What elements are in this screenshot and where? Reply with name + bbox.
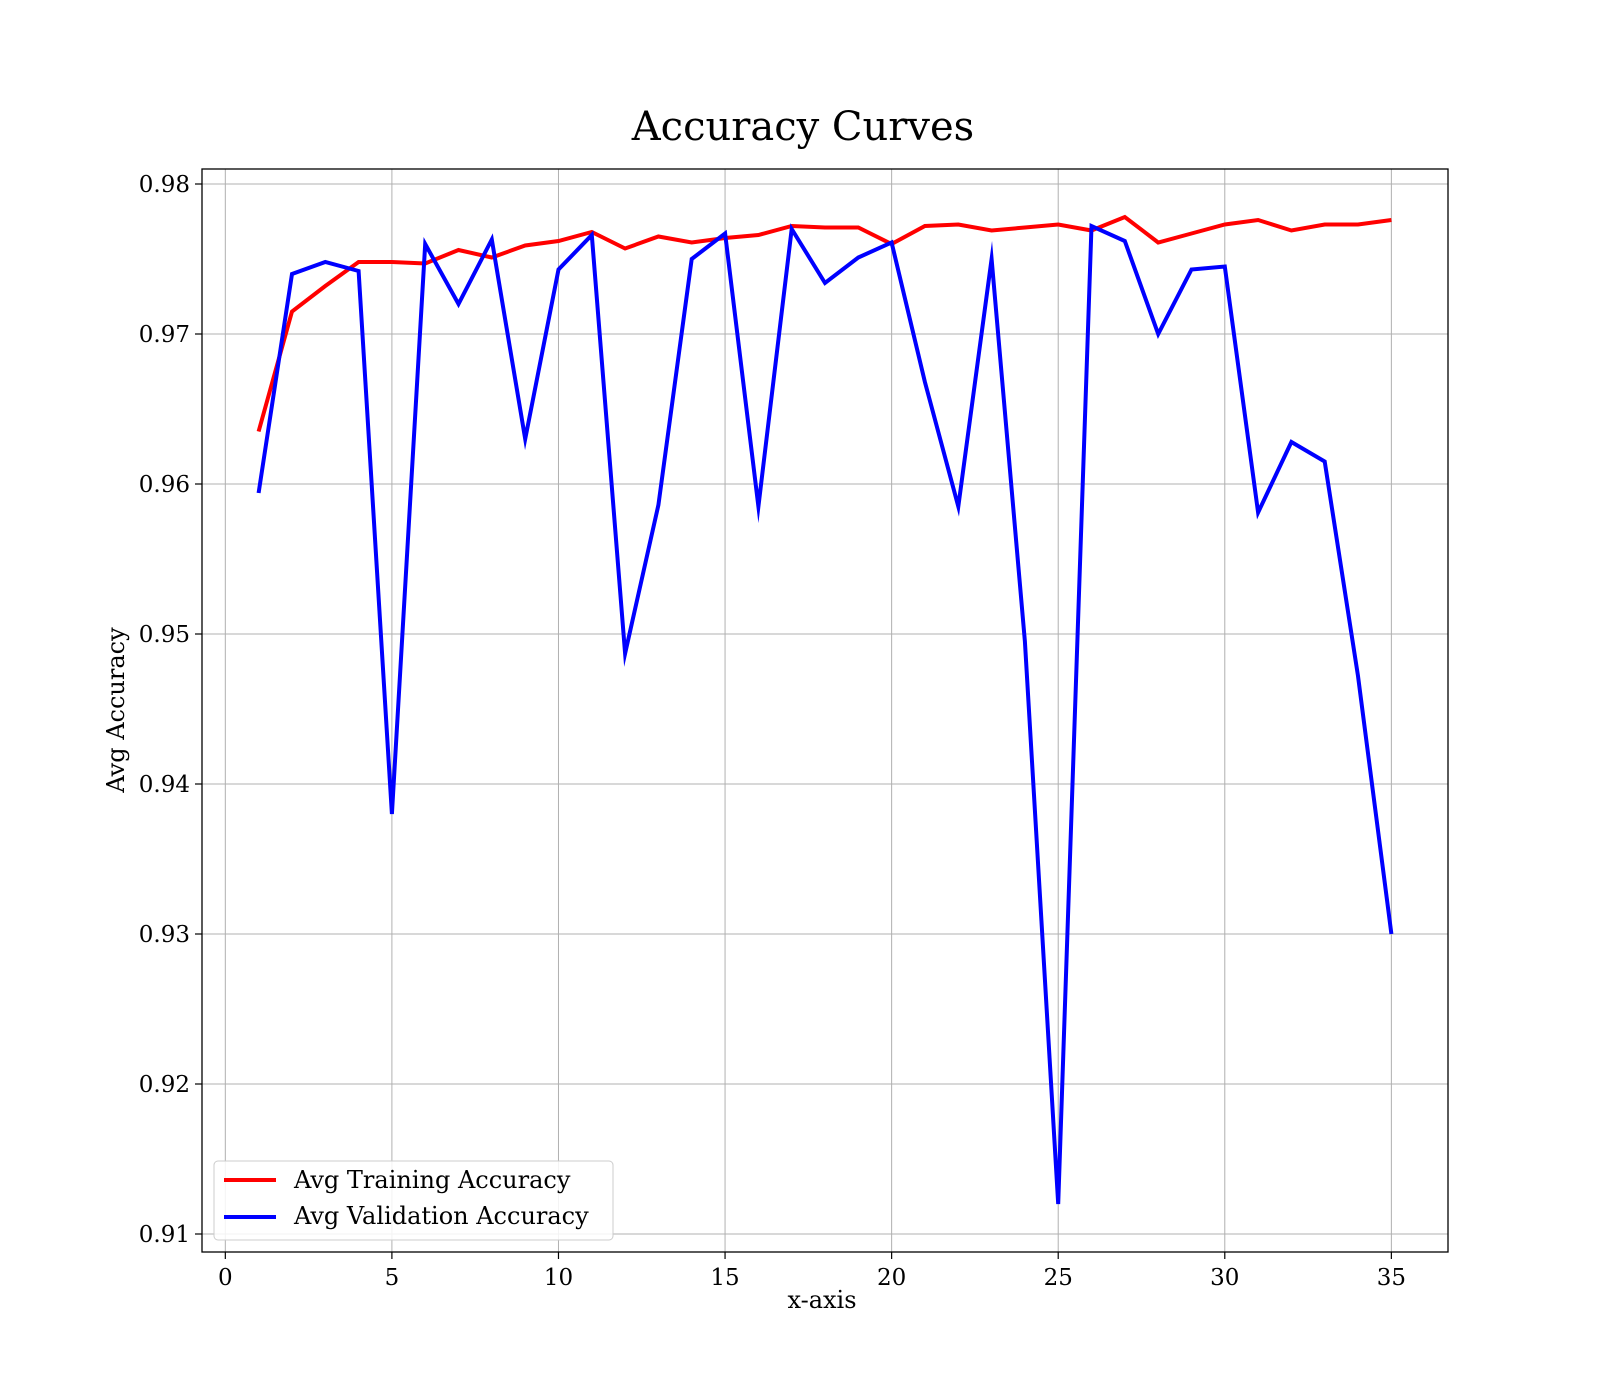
x-tick-label: 30 <box>1210 1265 1239 1291</box>
y-tick-label: 0.95 <box>139 622 190 648</box>
y-axis-label: Avg Accuracy <box>102 627 130 794</box>
legend-box <box>213 1160 614 1241</box>
x-tick-label: 25 <box>1044 1265 1073 1291</box>
x-tick-label: 5 <box>385 1265 400 1291</box>
x-axis-ticks: 0 5 10 15 20 25 30 35 <box>218 1252 1406 1291</box>
x-tick-label: 10 <box>544 1265 573 1291</box>
chart-title: Accuracy Curves <box>631 104 974 150</box>
y-tick-label: 0.96 <box>139 472 190 498</box>
series-line-training-accuracy <box>256 214 1392 433</box>
legend: Avg Training Accuracy Avg Validation Acc… <box>213 1160 614 1241</box>
legend-label-validation: Avg Validation Accuracy <box>293 1202 589 1230</box>
y-axis-ticks: 0.91 0.92 0.93 0.94 0.95 0.96 0.97 0.98 <box>139 172 202 1248</box>
y-tick-label: 0.92 <box>139 1072 190 1098</box>
grid-lines <box>202 169 1448 1252</box>
x-tick-label: 20 <box>877 1265 906 1291</box>
y-tick-label: 0.98 <box>139 172 190 198</box>
y-tick-label: 0.93 <box>139 922 190 948</box>
y-tick-label: 0.97 <box>139 322 190 348</box>
x-tick-label: 0 <box>218 1265 233 1291</box>
series-line-validation-accuracy <box>256 222 1394 1205</box>
y-tick-label: 0.91 <box>139 1222 190 1248</box>
plot-frame <box>201 168 1449 1253</box>
x-tick-label: 35 <box>1377 1265 1406 1291</box>
legend-label-training: Avg Training Accuracy <box>293 1166 571 1194</box>
y-tick-label: 0.94 <box>139 772 190 798</box>
x-tick-label: 15 <box>710 1265 739 1291</box>
series-layer <box>256 214 1394 1205</box>
x-axis-label: x-axis <box>787 1286 856 1314</box>
